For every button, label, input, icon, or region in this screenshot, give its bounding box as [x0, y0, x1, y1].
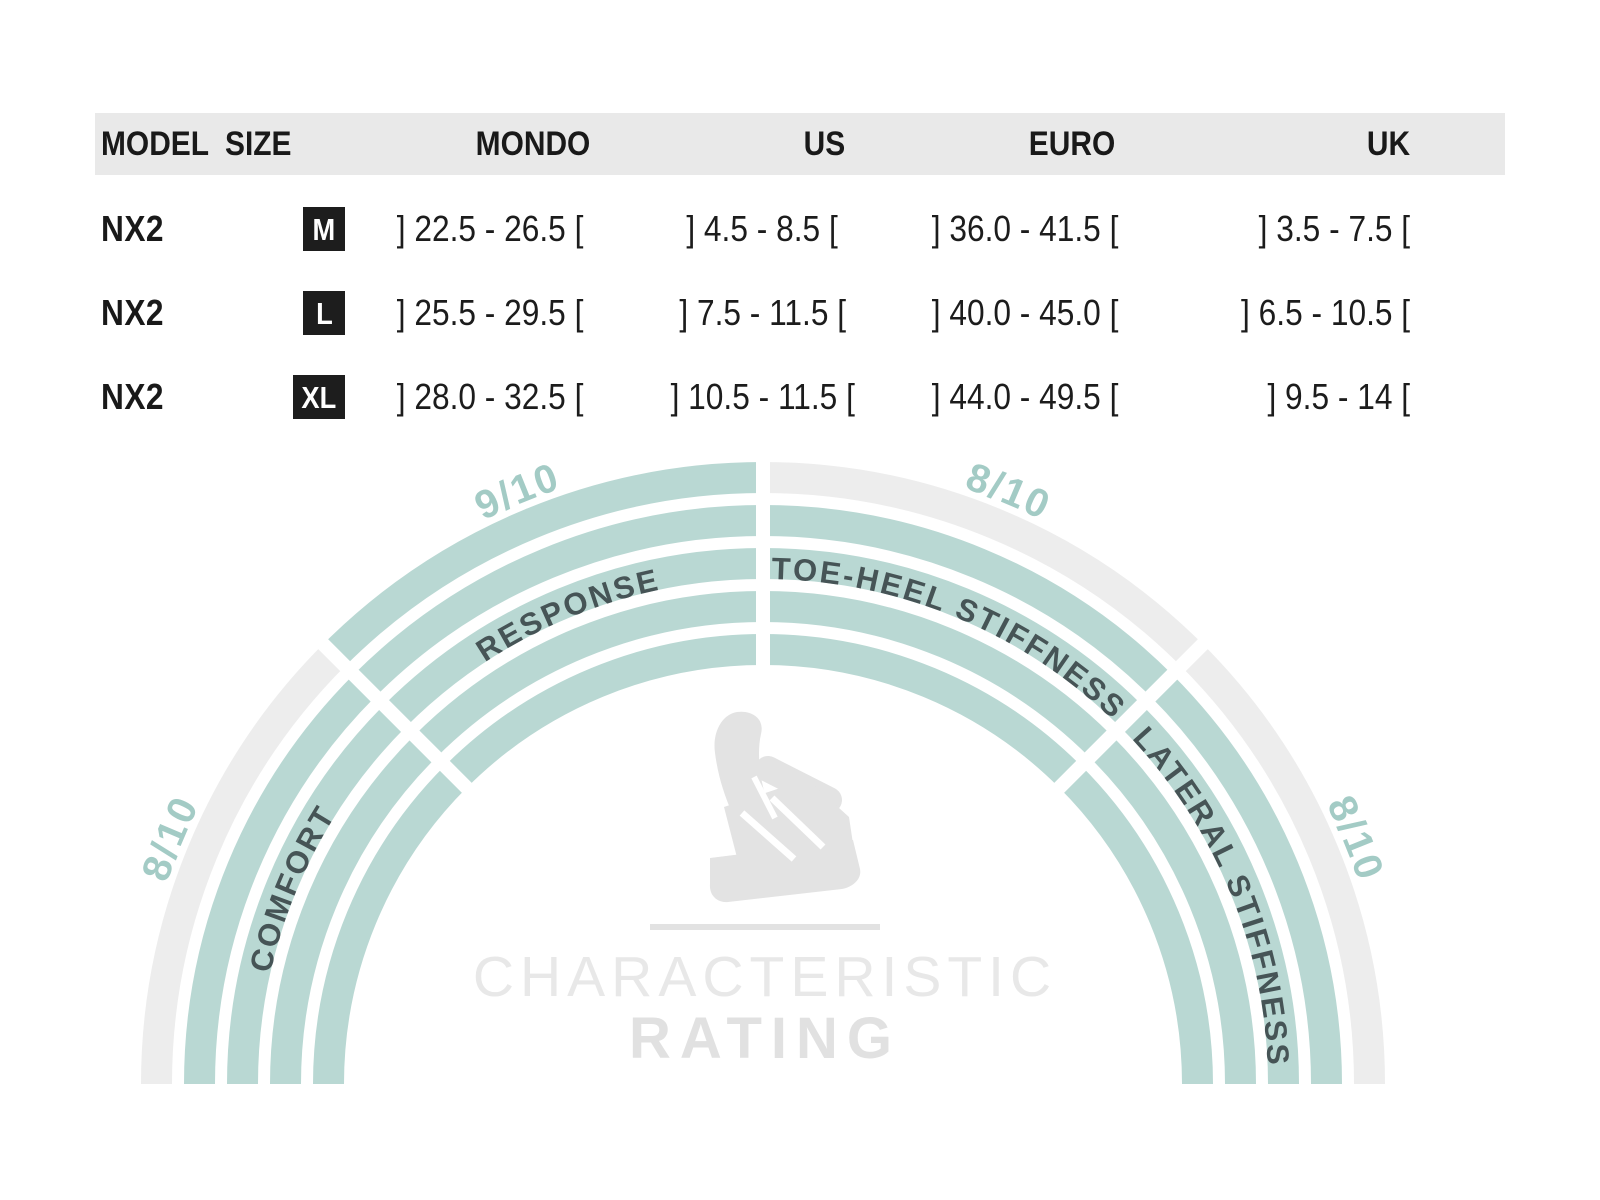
column-header-us: US	[803, 124, 845, 163]
binding-silhouette-icon	[709, 711, 861, 903]
segment-separator	[298, 619, 483, 804]
euro-range-cell: ] 40.0 - 45.0 [	[931, 292, 1119, 333]
model-cell: NX2	[101, 376, 164, 417]
size-table-row: NX2 L ] 25.5 - 29.5 [ ] 7.5 - 11.5 [ ] 40.0 …	[95, 271, 1505, 355]
rating-ring-band-response	[353, 505, 764, 697]
column-header-euro: EURO	[1028, 124, 1115, 163]
model-cell: NX2	[101, 208, 164, 249]
size-table-row: NX2 M ] 22.5 - 26.5 [ ] 4.5 - 8.5 [ ] 36.0 -…	[95, 187, 1505, 271]
size-table-header: MODEL SIZE MONDO US EURO UK	[95, 113, 1505, 175]
rating-ring-band-comfort	[270, 735, 437, 1085]
size-cell: L	[225, 291, 345, 336]
rating-ring-band-comfort	[184, 674, 376, 1085]
rating-ring-outer-comfort	[141, 644, 346, 1085]
size-badge: L	[303, 291, 345, 336]
us-range-cell: ] 10.5 - 11.5 [	[670, 376, 855, 417]
mondo-range-cell: ] 28.0 - 32.5 [	[396, 376, 584, 417]
us-range-cell: ] 7.5 - 11.5 [	[679, 292, 846, 333]
euro-range-cell: ] 44.0 - 49.5 [	[931, 376, 1119, 417]
rating-ring-band-comfort	[313, 765, 467, 1085]
rating-ring-outer-toe-heel-stiffness	[762, 462, 1203, 667]
title-divider	[650, 924, 880, 930]
uk-range-cell: ] 3.5 - 7.5 [	[1258, 208, 1410, 249]
chart-title-line2: RATING	[629, 1006, 901, 1071]
rating-ring-outer-lateral-stiffness	[1180, 644, 1385, 1085]
size-table-row: NX2 XL ] 28.0 - 32.5 [ ] 10.5 - 11.5 [ ] 44.…	[95, 355, 1505, 439]
rating-ring-band-lateral-stiffness	[1059, 765, 1213, 1085]
rating-ring-band-toe-heel-stiffness	[762, 505, 1173, 697]
rating-ring-band-lateral-stiffness	[1089, 735, 1256, 1085]
size-table: MODEL SIZE MONDO US EURO UK NX2 M ] 22.5 -…	[95, 113, 1505, 439]
model-cell: NX2	[101, 292, 164, 333]
rating-ring-band-lateral-stiffness	[1150, 674, 1342, 1085]
us-range-cell: ] 4.5 - 8.5 [	[686, 208, 839, 249]
size-table-rows: NX2 M ] 22.5 - 26.5 [ ] 4.5 - 8.5 [ ] 36.0 -…	[95, 187, 1505, 439]
size-cell: XL	[225, 375, 345, 420]
column-header-mondo: MONDO	[475, 124, 590, 163]
rating-ring-band-comfort	[227, 704, 406, 1085]
euro-range-cell: ] 36.0 - 41.5 [	[931, 208, 1119, 249]
rating-ring-band-response	[414, 591, 764, 758]
size-badge: XL	[293, 375, 345, 420]
rating-ring-band-toe-heel-stiffness	[762, 634, 1082, 788]
rating-ring-band-response	[444, 634, 764, 788]
mondo-range-cell: ] 25.5 - 29.5 [	[396, 292, 584, 333]
rating-ring-band-response	[383, 548, 764, 727]
uk-range-cell: ] 6.5 - 10.5 [	[1240, 292, 1410, 333]
mondo-range-cell: ] 22.5 - 26.5 [	[396, 208, 584, 249]
rating-ring-band-lateral-stiffness	[1120, 704, 1299, 1085]
uk-range-cell: ] 9.5 - 14 [	[1267, 376, 1410, 417]
rating-ring-band-toe-heel-stiffness	[762, 548, 1143, 727]
column-header-size: SIZE	[225, 124, 292, 163]
rating-ring-outer-response	[323, 462, 764, 667]
segment-separator	[1043, 619, 1228, 804]
rating-ring-band-toe-heel-stiffness	[762, 591, 1112, 758]
chart-title-line1: CHARACTERISTIC	[473, 945, 1057, 1009]
size-cell: M	[225, 207, 345, 252]
column-header-uk: UK	[1366, 124, 1410, 163]
size-badge: M	[303, 207, 345, 252]
column-header-model: MODEL	[101, 124, 210, 163]
